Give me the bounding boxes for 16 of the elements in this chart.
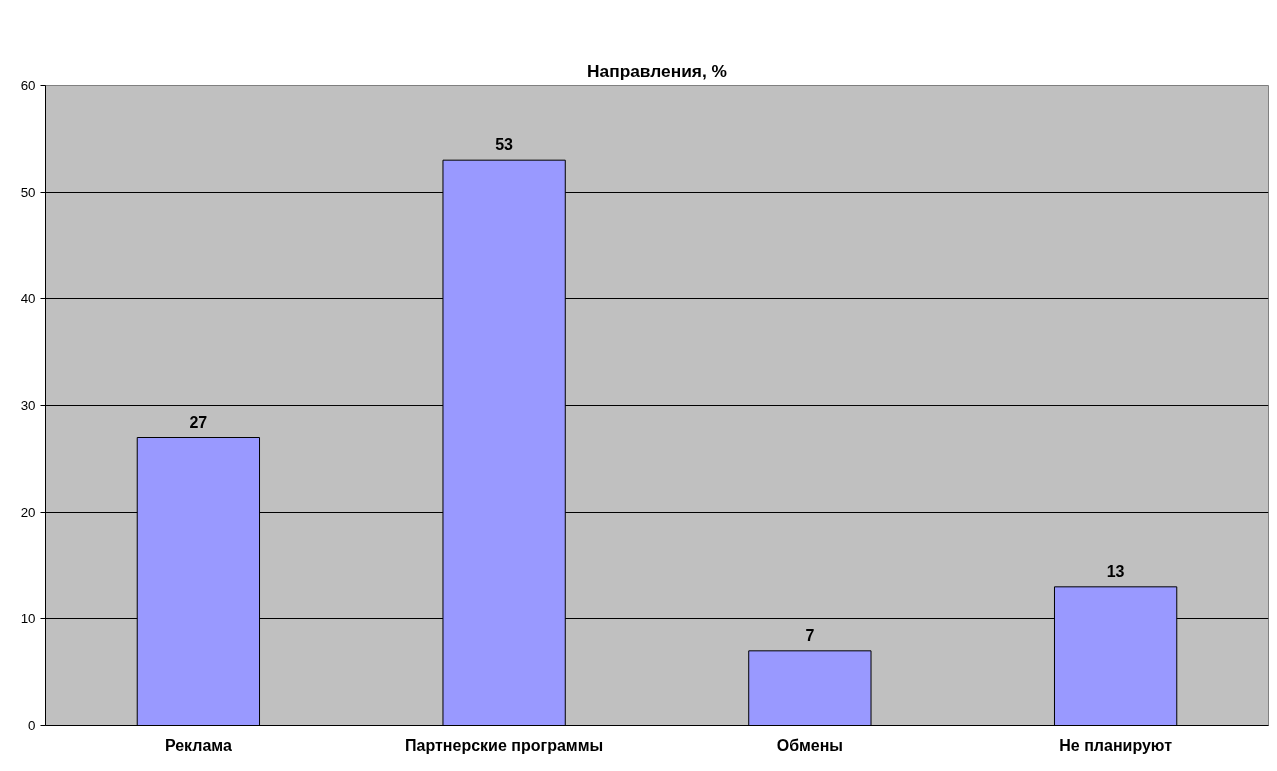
x-tick-label: Партнерские программы: [405, 736, 604, 754]
y-tick-label: 30: [20, 398, 36, 413]
data-label: 27: [189, 413, 208, 431]
x-tick-label: Не планируют: [1059, 736, 1173, 754]
data-label: 53: [495, 136, 514, 154]
data-label: 13: [1106, 562, 1125, 580]
y-tick-label: 60: [20, 78, 36, 93]
data-label: 7: [805, 626, 815, 644]
y-tick-label: 10: [20, 611, 36, 627]
y-tick-label: 40: [20, 291, 36, 307]
y-tick-label: 20: [20, 504, 36, 520]
chart-title: Направления, %: [587, 60, 727, 81]
x-tick-label: Реклама: [164, 736, 232, 754]
y-tick-label: 0: [28, 718, 36, 733]
y-tick-label: 50: [20, 184, 36, 200]
x-tick-label: Обмены: [776, 736, 843, 754]
